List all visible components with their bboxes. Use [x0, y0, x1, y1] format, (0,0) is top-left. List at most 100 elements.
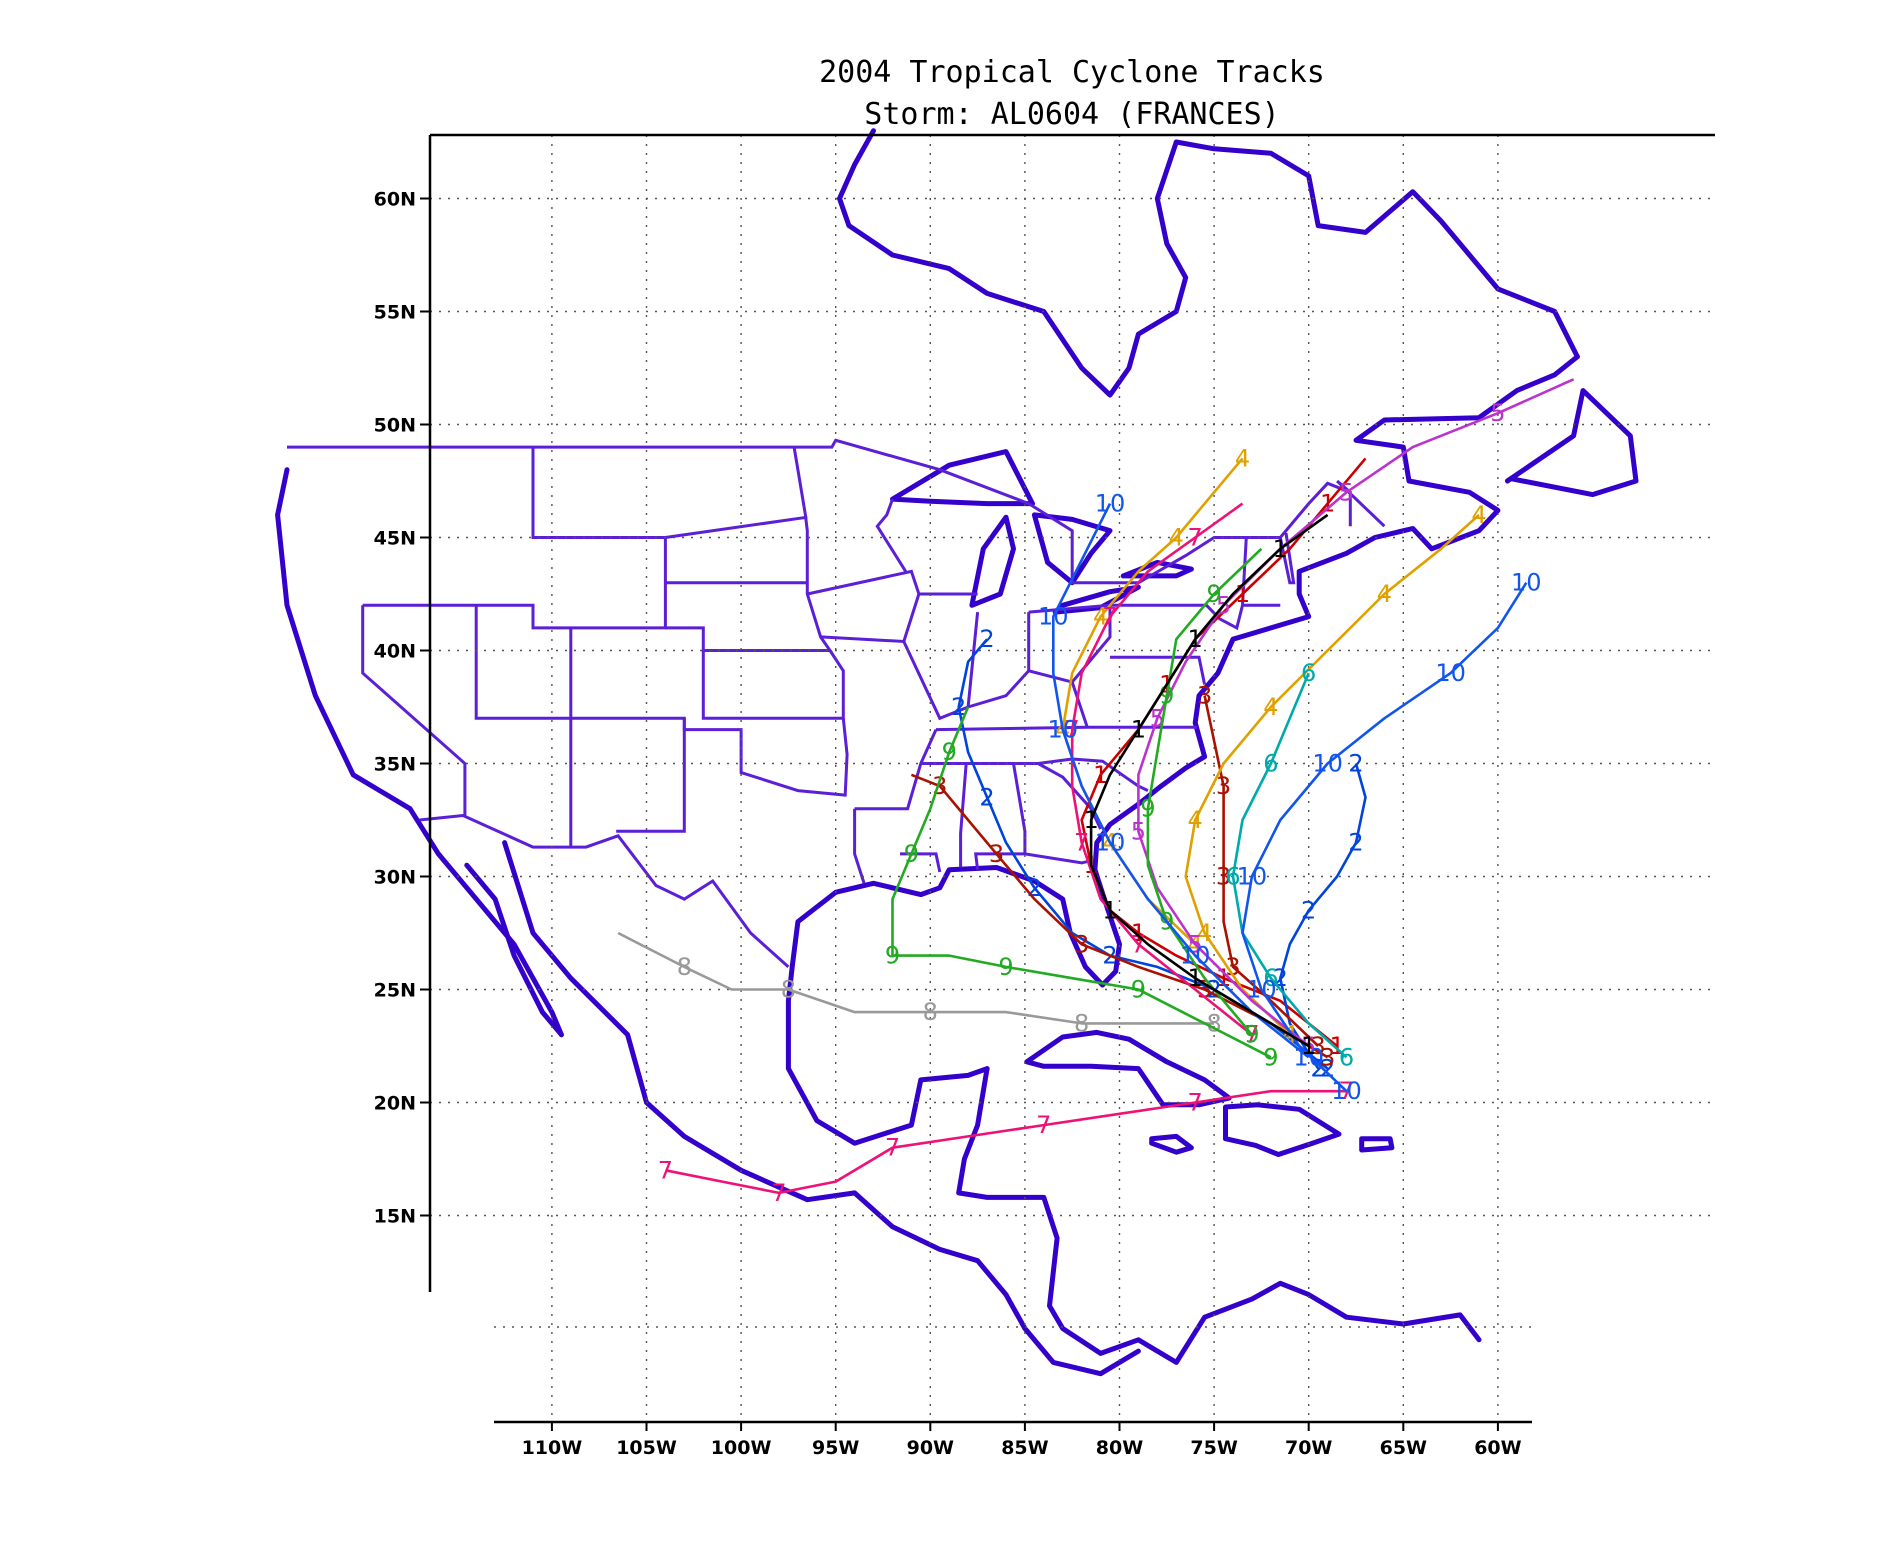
track-line	[1279, 763, 1367, 1070]
coastline-segment	[837, 128, 1189, 398]
track-point-label: 8	[1074, 1009, 1089, 1037]
track-point-label: 8	[923, 998, 938, 1026]
political-border	[959, 763, 968, 868]
track-point-label: 6	[1339, 1043, 1354, 1071]
track-point-label: 1	[1216, 964, 1231, 992]
track-point-label: 2	[951, 693, 966, 721]
track-point-label: 2	[1301, 896, 1316, 924]
track-point-label: 4	[1188, 806, 1203, 834]
political-border	[1110, 655, 1207, 685]
track-point-label: 7	[1131, 930, 1146, 958]
lake-outline	[1120, 559, 1194, 579]
track-point-label: 1	[1188, 625, 1203, 653]
track-point-label: 5	[1339, 478, 1354, 506]
island-outline	[1223, 1102, 1342, 1157]
track-line	[1203, 695, 1320, 1047]
track-point-label: 10	[1511, 569, 1542, 597]
track-point-label: 7	[771, 1179, 786, 1207]
coastline-segment	[1173, 139, 1580, 360]
track-point-label: 4	[1263, 693, 1278, 721]
track-point-label: 9	[904, 840, 919, 868]
track-point-label: 8	[781, 976, 796, 1004]
track-point-label: 10	[1312, 750, 1343, 778]
political-border	[569, 627, 686, 833]
coastline-segment	[275, 467, 564, 1038]
track-point-label: 6	[1263, 750, 1278, 778]
political-border	[419, 813, 790, 969]
track-point-label: 10	[1435, 659, 1466, 687]
political-border	[665, 515, 808, 539]
track-point-label: 8	[1206, 1009, 1221, 1037]
political-border	[1070, 681, 1089, 728]
political-border	[806, 569, 921, 644]
track-point-label: 8	[677, 953, 692, 981]
track-point-label: 9	[1244, 1021, 1259, 1049]
y-tick-label: 40N	[374, 641, 416, 663]
track-point-label: 3	[1311, 1032, 1326, 1060]
track-point-label: 7	[1102, 603, 1117, 631]
track-point-label: 1	[1102, 896, 1117, 924]
track-point-label: 5	[1490, 399, 1505, 427]
political-border	[1278, 532, 1296, 585]
track-line	[1241, 582, 1528, 1093]
political-border	[287, 438, 1352, 585]
track-point-label: 3	[1074, 930, 1089, 958]
political-border	[853, 808, 866, 884]
storm-tracks-layer: 1111111122222222222233333333334444444444…	[617, 378, 1575, 1207]
track-point-label: 9	[1131, 976, 1146, 1004]
x-tick-label: 75W	[1190, 1437, 1237, 1459]
political-border	[474, 605, 573, 848]
track-point-label: 4	[1377, 580, 1392, 608]
track-series: 7 7 7 7 7 7	[658, 1077, 1354, 1207]
track-line	[617, 931, 1215, 1025]
track-point-label: 4	[1093, 603, 1108, 631]
track-point-label: 4	[1169, 524, 1184, 552]
track-line	[1089, 513, 1329, 1048]
political-border	[1336, 479, 1386, 528]
track-point-label: 7	[658, 1156, 673, 1184]
track-point-label: 10	[1095, 829, 1126, 857]
track-series: 9 9 9 9 9 9	[885, 706, 1279, 1071]
track-point-label: 3	[1197, 682, 1212, 710]
y-tick-label: 25N	[374, 980, 416, 1002]
y-tick-label: 30N	[374, 867, 416, 889]
track-point-label: 4	[1235, 444, 1250, 472]
political-border	[701, 649, 845, 720]
latitude-tick-labels: 60N 55N 50N 45N 40N 35N 30N 25N 20N 15N	[374, 189, 430, 1228]
track-point-label: 9	[942, 738, 957, 766]
track-point-label: 10	[1180, 942, 1211, 970]
track-point-label: 9	[998, 953, 1013, 981]
x-tick-label: 80W	[1096, 1437, 1143, 1459]
coastline-layer	[275, 128, 1639, 1377]
track-point-label: 3	[989, 840, 1004, 868]
track-line	[1052, 503, 1310, 1059]
coastline-segment	[785, 354, 1580, 1146]
lake-outline	[890, 449, 1035, 507]
track-point-label: 1	[1083, 806, 1098, 834]
track-point-label: 3	[1320, 1043, 1335, 1071]
track-point-label: 9	[885, 942, 900, 970]
track-point-label: 4	[1197, 919, 1212, 947]
island-outline	[1504, 388, 1639, 498]
track-point-label: 6	[1301, 659, 1316, 687]
track-point-label: 7	[1065, 716, 1080, 744]
lat-lon-grid	[430, 135, 1715, 1415]
track-line	[1080, 457, 1367, 1048]
chart-subtitle: Storm: AL0604 (FRANCES)	[864, 97, 1279, 132]
track-point-label: 1	[1188, 964, 1203, 992]
political-border	[875, 498, 907, 573]
y-tick-label: 55N	[374, 302, 416, 324]
track-point-label: 2	[1348, 829, 1363, 857]
track-point-label: 5	[1131, 817, 1146, 845]
track-point-label: 1	[1131, 716, 1146, 744]
x-tick-label: 95W	[812, 1437, 859, 1459]
y-tick-label: 15N	[374, 1206, 416, 1228]
coastline-segment	[956, 1066, 1482, 1365]
